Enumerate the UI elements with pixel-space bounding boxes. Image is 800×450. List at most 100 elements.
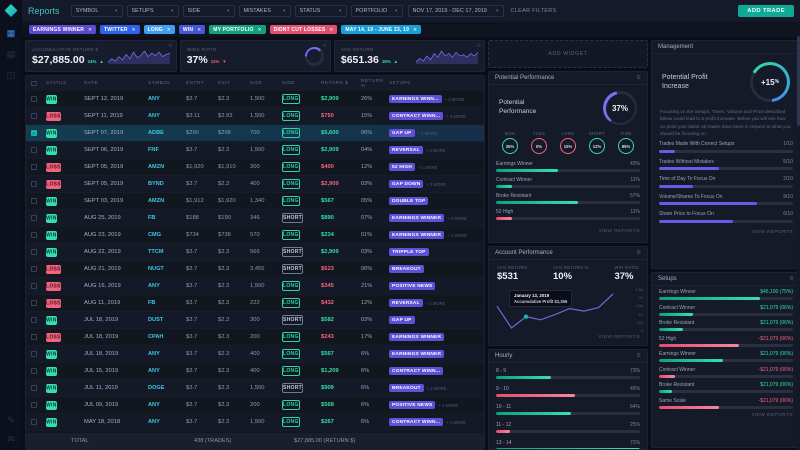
close-icon[interactable]: ✕ bbox=[257, 26, 262, 32]
row-checkbox[interactable] bbox=[31, 317, 37, 323]
row-checkbox[interactable] bbox=[31, 368, 37, 374]
more-setups-label[interactable]: + 3 MORE bbox=[417, 130, 438, 136]
col-size[interactable]: SIZE bbox=[250, 81, 263, 86]
table-row[interactable]: LOSS AUG 21, 2019 NUGT $3.7 $2.3 3,455 S… bbox=[26, 261, 484, 278]
setup-chip[interactable]: CONTRACT WINN... bbox=[389, 418, 444, 426]
col-setups[interactable]: SETUPS bbox=[389, 81, 411, 86]
more-setups-label[interactable]: + 3 MORE bbox=[444, 96, 465, 102]
row-checkbox[interactable] bbox=[31, 181, 37, 187]
table-row[interactable]: LOSS AUG 11, 2019 FB $3.7 $2.3 222 LONG … bbox=[26, 295, 484, 312]
gear-icon[interactable]: ⚙ bbox=[636, 75, 641, 81]
more-setups-label[interactable]: + 3 MORE bbox=[426, 181, 447, 187]
row-checkbox[interactable] bbox=[31, 113, 37, 119]
more-setups-label[interactable]: + 1 MORE bbox=[418, 164, 438, 170]
col-return[interactable]: RETURN $ bbox=[321, 81, 349, 86]
row-checkbox[interactable] bbox=[31, 334, 37, 340]
table-row[interactable]: WIN JUL 18, 2019 DUST $3.7 $2.3 300 SHOR… bbox=[26, 312, 484, 329]
table-row[interactable]: WIN JUL 09, 2019 ANY $3.7 $2.3 200 LONG … bbox=[26, 397, 484, 414]
select-all-checkbox[interactable] bbox=[31, 80, 37, 87]
more-setups-label[interactable]: + 1 MORE bbox=[447, 232, 467, 238]
setup-chip[interactable]: REVERSAL bbox=[389, 299, 423, 307]
date-range-picker[interactable]: NOV 17, 2019 - DEC 17, 2019 ▾ bbox=[407, 5, 504, 17]
clear-filters-button[interactable]: CLEAR FILTERS bbox=[510, 8, 557, 14]
setup-chip[interactable]: POSITIVE NEWS bbox=[389, 282, 436, 290]
setup-chip[interactable]: CONTRACT WINN... bbox=[389, 367, 444, 375]
filter-dropdown[interactable]: STATUS ▾ bbox=[294, 5, 347, 17]
category-ring[interactable]: SHORT 12% bbox=[584, 131, 610, 154]
setup-chip[interactable]: TRIPPLE TOP bbox=[389, 248, 429, 256]
add-widget-button[interactable]: ADD WIDGET bbox=[488, 40, 648, 68]
setup-chip[interactable]: 52 HIGH bbox=[389, 163, 416, 171]
setup-chip[interactable]: EARNINGS WINNER bbox=[389, 231, 445, 239]
filter-chip[interactable]: EARNINGS WINNER ✕ bbox=[29, 25, 97, 34]
row-checkbox[interactable] bbox=[31, 232, 37, 238]
row-checkbox[interactable] bbox=[31, 96, 37, 102]
filter-dropdown[interactable]: SETUPS ▾ bbox=[126, 5, 179, 17]
close-icon[interactable]: ✕ bbox=[131, 26, 136, 32]
col-date[interactable]: DATE bbox=[84, 81, 99, 86]
gear-icon[interactable]: ⚙ bbox=[789, 276, 794, 282]
filter-chip[interactable]: WIN ✕ bbox=[178, 25, 206, 34]
more-setups-label[interactable]: + 2 MORE bbox=[426, 385, 447, 391]
table-row[interactable]: WIN JUL 11, 2019 DOGE $3.7 $2.3 1,500 SH… bbox=[26, 380, 484, 397]
row-checkbox[interactable] bbox=[31, 402, 37, 408]
col-status[interactable]: STATUS bbox=[46, 81, 67, 86]
setup-chip[interactable]: GAP DOWN bbox=[389, 180, 424, 188]
row-checkbox[interactable] bbox=[31, 198, 37, 204]
gear-icon[interactable]: ⚙ bbox=[168, 43, 173, 49]
setup-chip[interactable]: REVERSAL bbox=[389, 146, 423, 154]
view-reports-link[interactable]: VIEW REPORTS bbox=[751, 229, 793, 235]
table-row[interactable]: LOSS SEPT 05, 2019 AMZN $1,920 $1,910 30… bbox=[26, 159, 484, 176]
table-row[interactable]: WIN AUG 22, 2019 TTCM $3.7 $2.3 566 SHOR… bbox=[26, 244, 484, 261]
setup-chip[interactable]: CONTRACT WINN... bbox=[389, 112, 444, 120]
setup-chip[interactable]: BREAKOUT bbox=[389, 384, 424, 392]
vertical-scrollbar[interactable] bbox=[797, 36, 800, 450]
filter-chip[interactable]: LONG ✕ bbox=[143, 25, 175, 34]
table-row[interactable]: WIN MAY 18, 2018 ANY $3.7 $2.3 1,500 LON… bbox=[26, 414, 484, 431]
table-row[interactable]: LOSS SEPT 11, 2019 ANY $3.11 $2.93 1,500… bbox=[26, 108, 484, 125]
more-setups-label[interactable]: + 1 MORE bbox=[425, 300, 446, 306]
setup-chip[interactable]: BREAKOUT bbox=[389, 265, 424, 273]
setup-chip[interactable]: EARNINGS WINN... bbox=[389, 95, 442, 103]
gear-icon[interactable]: ⚙ bbox=[322, 43, 327, 49]
view-reports-link[interactable]: VIEW REPORTS bbox=[598, 229, 640, 234]
table-row[interactable]: WIN AUG 23, 2019 CMG $734 $736 570 LONG … bbox=[26, 227, 484, 244]
row-checkbox[interactable] bbox=[31, 385, 37, 391]
row-checkbox[interactable] bbox=[31, 164, 37, 170]
setup-chip[interactable]: EARNINGS WINNER bbox=[389, 350, 445, 358]
scrollbar-thumb[interactable] bbox=[797, 36, 800, 126]
col-symbol[interactable]: SYMBOL bbox=[148, 81, 171, 86]
col-side[interactable]: SIDE bbox=[282, 81, 295, 86]
more-setups-label[interactable]: + 2 MORE bbox=[438, 402, 459, 408]
filter-dropdown[interactable]: SYMBOL ▾ bbox=[70, 5, 123, 17]
filter-chip[interactable]: DIDNT CUT LOSSES ✕ bbox=[269, 25, 338, 34]
table-row[interactable]: LOSS AUG 16, 2019 ANY $3.7 $2.3 1,500 LO… bbox=[26, 278, 484, 295]
category-ring[interactable]: MON 35% bbox=[497, 131, 523, 154]
gear-icon[interactable]: ⚙ bbox=[636, 250, 641, 256]
table-row[interactable]: LOSS SEPT 05, 2019 BYND $3.7 $2.3 400 LO… bbox=[26, 176, 484, 193]
category-ring[interactable]: LONG 15% bbox=[555, 131, 581, 154]
category-ring[interactable]: TUES 0% bbox=[526, 131, 552, 154]
setup-chip[interactable]: EARNINGS WINNER bbox=[389, 333, 445, 341]
dashboard-icon[interactable]: ▦ bbox=[6, 28, 16, 38]
close-icon[interactable]: ✕ bbox=[413, 26, 418, 32]
col-exit[interactable]: EXIT bbox=[218, 81, 231, 86]
setup-chip[interactable]: DOUBLE TOP bbox=[389, 197, 429, 205]
row-checkbox[interactable] bbox=[31, 351, 37, 357]
filter-chip[interactable]: MY PORTFOLIO ✕ bbox=[209, 25, 266, 34]
setup-chip[interactable]: GAP UP bbox=[389, 316, 415, 324]
setup-chip[interactable]: GAP UP bbox=[389, 129, 415, 137]
more-setups-label[interactable]: + 1 MORE bbox=[447, 215, 467, 221]
view-reports-link[interactable]: VIEW REPORTS bbox=[598, 335, 640, 340]
setup-chip[interactable]: POSITIVE NEWS bbox=[389, 401, 436, 409]
close-icon[interactable]: ✕ bbox=[88, 26, 93, 32]
table-row[interactable]: LOSS JUL 18, 2019 CPAH $3.7 $2.3 200 LON… bbox=[26, 329, 484, 346]
row-checkbox[interactable] bbox=[31, 300, 37, 306]
category-ring[interactable]: TIME 85% bbox=[613, 131, 639, 154]
filter-dropdown[interactable]: MISTAKES ▾ bbox=[238, 5, 291, 17]
row-checkbox[interactable] bbox=[31, 215, 37, 221]
more-setups-label[interactable]: + 2 MORE bbox=[425, 147, 446, 153]
close-icon[interactable]: ✕ bbox=[197, 26, 202, 32]
table-row[interactable]: WIN JUL 15, 2019 ANY $3.7 $2.3 400 LONG … bbox=[26, 363, 484, 380]
filter-dropdown[interactable]: SIDE ▾ bbox=[182, 5, 235, 17]
